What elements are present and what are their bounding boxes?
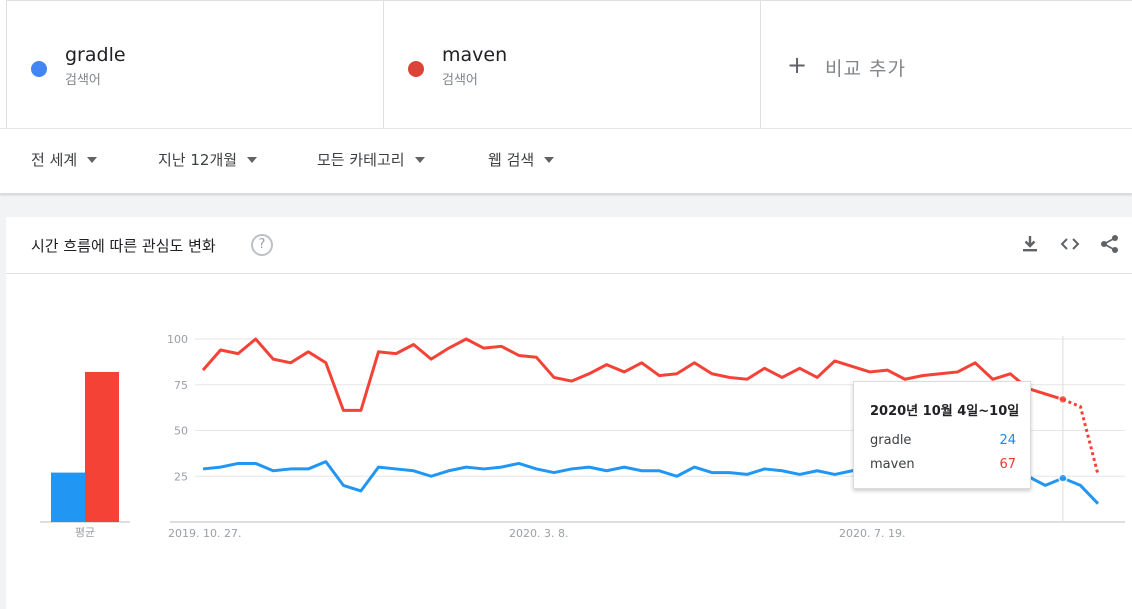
caret-down-icon (247, 156, 258, 163)
tooltip-row-gradle: gradle 24 (870, 433, 1016, 448)
y-tick-label: 50 (174, 425, 188, 438)
share-icon[interactable] (1099, 233, 1121, 255)
hover-point-gradle (1058, 473, 1068, 483)
avg-label: 평균 (75, 526, 95, 539)
x-tick-label: 2020. 7. 19. (839, 527, 905, 540)
plus-icon: + (787, 51, 808, 79)
series-color-dot (31, 61, 47, 77)
filter-region-dropdown[interactable]: 전 세계 (31, 149, 98, 170)
card-title: 시간 흐름에 따른 관심도 변화 (31, 237, 216, 255)
y-tick-label: 100 (167, 333, 188, 346)
x-tick-label: 2020. 3. 8. (509, 527, 568, 540)
caret-down-icon (87, 156, 98, 163)
series-partial-maven (1062, 398, 1100, 475)
series-partial-gradle (1062, 476, 1100, 505)
series-line-maven (201, 337, 1064, 412)
term-name: gradle (65, 44, 126, 66)
filter-label: 전 세계 (31, 151, 78, 169)
term-card-gradle[interactable]: gradle 검색어 (6, 0, 384, 128)
term-card-maven[interactable]: maven 검색어 (384, 0, 761, 128)
y-tick-label: 25 (174, 470, 188, 483)
filter-search-type-dropdown[interactable]: 웹 검색 (488, 149, 555, 170)
term-name: maven (442, 44, 508, 66)
embed-icon[interactable] (1059, 233, 1081, 255)
term-type: 검색어 (65, 73, 101, 88)
filter-category-dropdown[interactable]: 모든 카테고리 (317, 149, 425, 170)
add-compare-label: 비교 추가 (825, 58, 906, 80)
card-header: 시간 흐름에 따른 관심도 변화 ? (6, 217, 1132, 274)
filter-bar: 전 세계 지난 12개월 모든 카테고리 웹 검색 (0, 129, 1132, 193)
help-icon[interactable]: ? (251, 234, 273, 256)
chart-tooltip: 2020년 10월 4일~10일 gradle 24 maven 67 (853, 381, 1031, 489)
caret-down-icon (414, 156, 425, 163)
hover-point-maven (1058, 394, 1068, 405)
y-tick-label: 75 (174, 379, 188, 392)
tooltip-series-value: 67 (999, 457, 1016, 472)
tooltip-date: 2020년 10월 4일~10일 (870, 404, 1020, 419)
tooltip-series-name: gradle (870, 433, 912, 448)
tooltip-row-maven: maven 67 (870, 457, 1016, 472)
filter-label: 웹 검색 (488, 151, 535, 169)
explore-header: gradle 검색어 maven 검색어 + 비교 추가 전 세계 지난 12개… (0, 0, 1132, 194)
tooltip-series-value: 24 (999, 433, 1016, 448)
series-color-dot (408, 61, 424, 77)
download-icon[interactable] (1019, 233, 1041, 255)
avg-bar-maven (85, 371, 119, 522)
filter-label: 지난 12개월 (158, 151, 238, 169)
add-compare-button[interactable]: + 비교 추가 (761, 0, 1132, 128)
tooltip-series-name: maven (870, 457, 915, 472)
compare-terms-bar: gradle 검색어 maven 검색어 + 비교 추가 (0, 0, 1132, 129)
term-type: 검색어 (442, 73, 478, 88)
filter-label: 모든 카테고리 (317, 151, 405, 169)
x-tick-label: 2019. 10. 27. (168, 527, 241, 540)
avg-bar-gradle (51, 472, 85, 522)
caret-down-icon (544, 156, 555, 163)
filter-time-dropdown[interactable]: 지난 12개월 (158, 149, 258, 170)
